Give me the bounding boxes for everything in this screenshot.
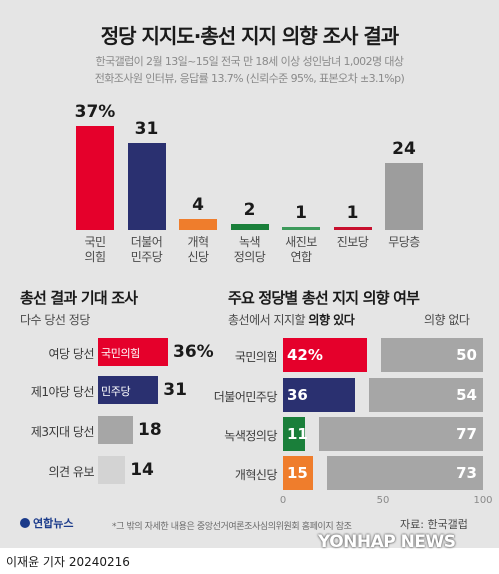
intention-yes-bar — [283, 338, 367, 372]
expectation-category-label: 제1야당 당선 — [30, 385, 95, 399]
expectation-bar — [98, 338, 168, 366]
party-category-label: 더불어 민주당 — [130, 235, 163, 264]
subtitle-line-1: 한국갤럽이 2월 13일~15일 전국 만 18세 이상 성인남녀 1,002명… — [95, 55, 404, 68]
expectation-caption: 다수 당선 정당 — [20, 313, 90, 327]
expectation-party-label: 국민의힘 — [101, 347, 140, 360]
byline: 이재윤 기자 20240216 — [6, 555, 130, 569]
intention-caption-prefix: 총선에서 지지할 — [228, 313, 309, 327]
expectation-bar — [98, 456, 126, 484]
party-value-label: 24 — [392, 138, 416, 159]
axis-tick-label: 50 — [376, 495, 390, 506]
party-category-label: 녹색 정의당 — [233, 235, 266, 264]
party-bar — [76, 126, 114, 230]
party-value-label: 31 — [134, 118, 159, 139]
expectation-bar — [98, 416, 133, 444]
axis-tick-label: 100 — [473, 495, 493, 506]
party-value-label: 2 — [243, 200, 256, 221]
intention-yes-value: 42% — [287, 346, 323, 364]
intention-no-value: 54 — [456, 386, 477, 404]
intention-yes-value: 36 — [287, 386, 308, 404]
intention-caption-right: 의향 없다 — [424, 313, 470, 327]
party-category-label: 국민 의힘 — [84, 235, 106, 264]
watermark: YONHAP NEWS — [318, 532, 456, 552]
intention-title: 주요 정당별 총선 지지 의향 여부 — [228, 289, 420, 307]
expectation-value-label: 14 — [130, 460, 154, 480]
intention-yes-value: 15 — [287, 464, 308, 482]
expectation-title: 총선 결과 기대 조사 — [20, 289, 138, 307]
expectation-category-label: 제3지대 당선 — [30, 425, 95, 439]
subtitle-line-2: 전화조사원 인터뷰, 응답률 13.7% (신뢰수준 95%, 표본오차 ±3.… — [94, 72, 405, 85]
intention-no-value: 77 — [456, 425, 477, 443]
logo-text: 연합뉴스 — [33, 517, 74, 530]
party-value-label: 1 — [295, 203, 307, 223]
party-value-label: 37% — [74, 102, 116, 122]
footnote: *그 밖의 자세한 내용은 중앙선거여론조사심의위원회 홈페이지 참조 — [112, 522, 352, 532]
intention-category-label: 녹색정의당 — [224, 429, 277, 443]
party-value-label: 4 — [192, 194, 204, 215]
party-category-label: 개혁 신당 — [187, 235, 209, 264]
source: 자료: 한국갤럽 — [400, 518, 468, 531]
intention-yes-value: 11 — [287, 425, 308, 443]
intention-yes-bar — [283, 378, 355, 412]
expectation-value-label: 36% — [173, 342, 214, 362]
intention-no-bar — [319, 417, 483, 451]
intention-no-value: 73 — [456, 464, 477, 482]
party-bar — [127, 142, 166, 230]
party-value-label: 1 — [346, 203, 359, 223]
logo-mark-icon — [20, 518, 30, 528]
party-bar — [282, 227, 320, 230]
party-category-label: 무당층 — [388, 235, 420, 249]
intention-yes-bar — [283, 456, 313, 490]
intention-no-bar — [327, 456, 483, 490]
expectation-category-label: 여당 당선 — [48, 347, 95, 361]
party-bar — [385, 162, 423, 230]
expectation-value-label: 18 — [138, 420, 162, 440]
party-bar — [179, 218, 217, 230]
party-category-label: 진보당 — [336, 235, 369, 249]
intention-category-label: 더불어민주당 — [213, 390, 278, 404]
party-bar — [230, 224, 269, 230]
expectation-category-label: 의견 유보 — [48, 465, 95, 479]
intention-yes-bar — [283, 417, 305, 451]
intention-category-label: 국민의힘 — [234, 350, 278, 364]
infographic-card: 정당 지지도·총선 지지 의향 조사 결과 한국갤럽이 2월 13일~15일 전… — [0, 0, 499, 548]
yonhap-logo: 연합뉴스 — [20, 515, 73, 531]
party-bar — [333, 227, 372, 230]
chart-title: 정당 지지도·총선 지지 의향 조사 결과 — [100, 24, 399, 48]
intention-caption-bold: 의향 있다 — [308, 313, 355, 327]
intention-caption: 총선에서 지지할 의향 있다 — [228, 311, 355, 328]
intention-no-bar — [369, 378, 483, 412]
intention-category-label: 개혁신당 — [234, 468, 278, 482]
expectation-bar — [98, 376, 159, 404]
intention-no-bar — [381, 338, 483, 372]
axis-tick-label: 0 — [279, 495, 287, 506]
party-category-label: 새진보 연합 — [285, 235, 317, 264]
expectation-value-label: 31 — [163, 380, 187, 400]
expectation-party-label: 민주당 — [101, 385, 131, 398]
intention-no-value: 50 — [456, 346, 477, 364]
